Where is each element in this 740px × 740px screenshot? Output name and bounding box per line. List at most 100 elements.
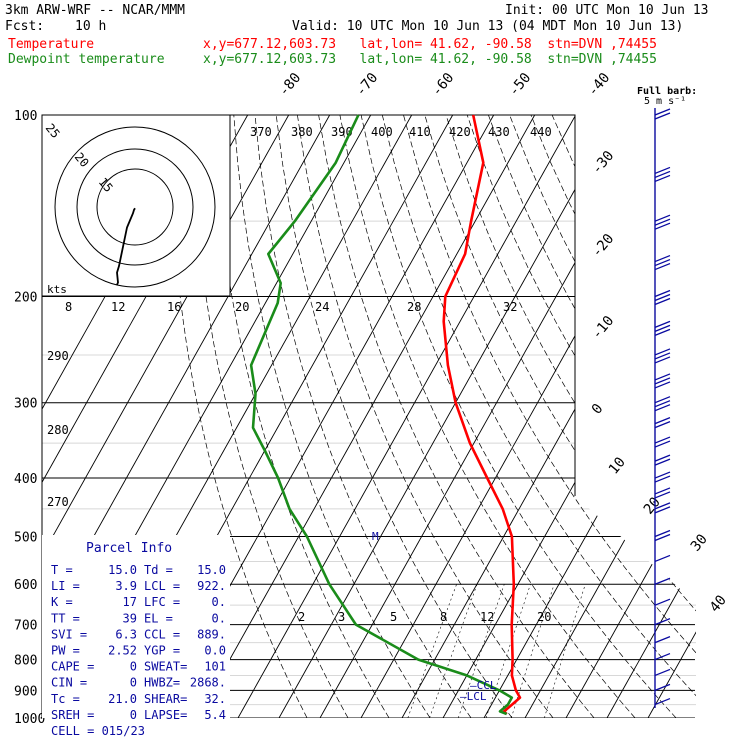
wind-barb-flag [654, 636, 671, 644]
isotherm-label: -60 [429, 70, 458, 100]
pressure-tick-label: 900 [14, 684, 37, 699]
dry-adiabat [190, 115, 349, 718]
wind-barb [654, 697, 671, 706]
dry-adiabat-label: 440 [530, 125, 552, 139]
wind-barb [654, 289, 671, 306]
wind-barb [654, 598, 671, 606]
temperature-profile-line [442, 114, 522, 715]
wind-barb-flag [654, 356, 671, 364]
parcel-field-label: CCL = [144, 627, 180, 641]
wind-barb-flag [654, 417, 671, 425]
isotherm-line [319, 115, 659, 718]
mixing-ratio-label: 8 [440, 610, 447, 624]
hodograph-tick-label: 8 [65, 300, 72, 314]
parcel-info-panel [42, 535, 230, 718]
level-marker-ccl: –CCL [470, 679, 497, 692]
wind-barb [654, 254, 671, 271]
wind-barb [654, 502, 671, 514]
wind-barb-flag [654, 297, 671, 306]
dry-adiabat-label: 290 [47, 349, 69, 363]
mixing-ratio-line [407, 584, 457, 718]
wind-barb-flag [654, 697, 671, 706]
hodograph-trace [116, 207, 136, 286]
wind-barb-flag [654, 577, 671, 585]
dry-adiabat [381, 115, 696, 718]
wind-barb [654, 554, 671, 563]
wind-barb [654, 320, 671, 336]
wind-barb-flag [654, 170, 671, 179]
dry-adiabat-label: 420 [449, 125, 471, 139]
parcel-field-label: T = [51, 563, 73, 577]
parcel-cell-text: CELL = 015/23 [51, 724, 145, 738]
wind-barb-flag [654, 502, 671, 510]
fcst-value: 10 h [75, 19, 107, 34]
parcel-field-label: Tc = [51, 692, 80, 706]
dry-adiabat-label: 380 [291, 125, 313, 139]
isotherm-label: -40 [585, 70, 614, 100]
wind-barb-flag [654, 617, 671, 626]
isotherm-label: 10 [606, 454, 629, 477]
dry-adiabat [615, 115, 696, 718]
parcel-field-label: PW = [51, 644, 80, 658]
wind-barb-flag [654, 458, 671, 466]
parcel-field-value: 39 [123, 611, 137, 625]
wind-barb-units: 5 m s⁻¹ [644, 96, 686, 107]
wind-barb-flag [654, 404, 671, 412]
parcel-field-value: 0 [130, 676, 137, 690]
dry-adiabat [254, 115, 472, 718]
isotherm-line [196, 115, 536, 718]
parcel-field-label: EL = [144, 611, 173, 625]
parcel-field-value: 15.0 [197, 563, 226, 577]
dewpoint-legend-info: x,y=677.12,603.73 lat,lon= 41.62, -90.58… [203, 52, 657, 67]
wind-barb-flag [654, 668, 671, 677]
dry-adiabat [275, 115, 513, 718]
hodograph-ring [76, 148, 194, 266]
parcel-field-value: 3.9 [115, 579, 137, 593]
wind-barb-flag [654, 293, 671, 302]
hodograph-tick-label: 28 [407, 300, 421, 314]
dry-adiabat [551, 115, 696, 718]
hodograph-frame [41, 114, 231, 297]
parcel-field-label: Td = [144, 563, 173, 577]
dry-adiabat [339, 115, 636, 718]
isotherm-line [606, 115, 696, 718]
isotherm-line [278, 115, 618, 718]
dry-adiabat-label: 370 [250, 125, 272, 139]
wind-barb [654, 636, 671, 644]
dry-adiabat-label: 400 [371, 125, 393, 139]
wind-barb [654, 668, 671, 677]
valid-time: Valid: 10 UTC Mon 10 Jun 13 (04 MDT Mon … [292, 19, 684, 34]
dry-adiabat [360, 115, 677, 718]
parcel-info-title: Parcel Info [86, 541, 172, 556]
hodograph-tick-label: 32 [503, 300, 517, 314]
wind-barb-flag [654, 324, 671, 332]
level-marker-m: M [372, 530, 379, 543]
parcel-field-label: SVI = [51, 627, 87, 641]
wind-barb [654, 454, 671, 466]
wind-barb-flag [654, 440, 671, 448]
wind-barb-flag [654, 533, 671, 542]
isotherm-label: -50 [506, 70, 535, 100]
isotherm-label: -70 [353, 70, 382, 100]
dry-adiabat [169, 115, 308, 718]
mixing-ratio-line [485, 584, 531, 718]
pressure-tick-label: 700 [14, 619, 37, 634]
parcel-field-label: CAPE = [51, 660, 94, 674]
init-time: Init: 00 UTC Mon 10 Jun 13 [505, 3, 709, 18]
wind-barb [654, 529, 671, 542]
wind-barb [654, 683, 671, 692]
isotherm-line [483, 115, 696, 718]
wind-barb-flag [654, 396, 671, 404]
isotherm-line [565, 115, 696, 718]
parcel-field-label: LCL = [144, 579, 180, 593]
parcel-field-label: LI = [51, 579, 80, 593]
wind-barb-flag [654, 421, 671, 429]
parcel-field-label: K = [51, 595, 73, 609]
wind-barb-flag [654, 683, 671, 692]
hodograph-tick-label: 24 [315, 300, 329, 314]
isotherm-label: 40 [707, 592, 730, 615]
isotherm-label: 30 [688, 531, 711, 554]
wind-barb-flag [654, 262, 671, 271]
wind-barb [654, 617, 671, 626]
wind-barb-flag [654, 554, 671, 563]
